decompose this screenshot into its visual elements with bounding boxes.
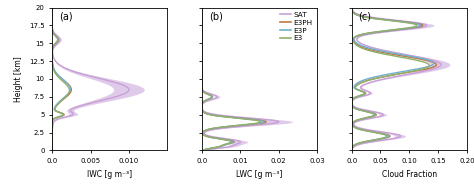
Text: (c): (c) xyxy=(359,12,372,22)
Legend: SAT, E3PH, E3P, E3: SAT, E3PH, E3P, E3 xyxy=(279,11,313,42)
Y-axis label: Height [km]: Height [km] xyxy=(14,56,23,102)
Text: (a): (a) xyxy=(59,12,73,22)
X-axis label: Cloud Fraction: Cloud Fraction xyxy=(382,170,437,179)
X-axis label: IWC [g m⁻³]: IWC [g m⁻³] xyxy=(87,170,132,179)
X-axis label: LWC [g m⁻³]: LWC [g m⁻³] xyxy=(237,170,283,179)
Text: (b): (b) xyxy=(209,12,223,22)
